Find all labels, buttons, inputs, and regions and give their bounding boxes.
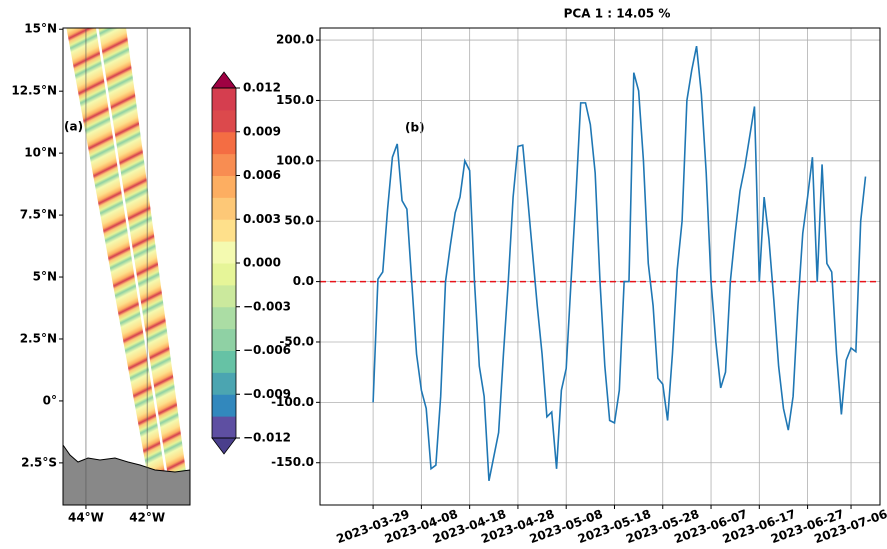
colorbar-level (212, 263, 236, 285)
y-tick-label: 15°N (24, 22, 57, 36)
y-tick-label: 150.0 (276, 93, 314, 107)
colorbar-tick-label: 0.006 (243, 168, 281, 182)
colorbar-level (212, 110, 236, 132)
colorbar-tick-label: 0.009 (243, 124, 281, 138)
colorbar-level (212, 197, 236, 219)
colorbar-tick-label: 0.003 (243, 212, 281, 226)
colorbar-level (212, 285, 236, 307)
map-label: (a) (64, 120, 83, 134)
swath (65, 20, 186, 472)
y-tick-label: 200.0 (276, 33, 314, 47)
y-tick-label: 0.0 (293, 274, 314, 288)
y-tick-label: 5°N (33, 270, 57, 284)
data-line (373, 46, 865, 481)
colorbar-level (212, 351, 236, 373)
figure: (a) PCA 1 : 14.05 % (b) 15°N12.5°N10°N7.… (0, 0, 887, 549)
colorbar-level (212, 88, 236, 110)
y-tick-label: 0° (43, 393, 57, 407)
y-tick-label: 12.5°N (11, 84, 57, 98)
y-tick-label: -150.0 (271, 455, 314, 469)
y-tick-label: -100.0 (271, 395, 314, 409)
colorbar-level (212, 394, 236, 416)
colorbar-level (212, 132, 236, 154)
colorbar-extend-low (212, 438, 236, 454)
y-tick-label: 7.5°N (20, 208, 57, 222)
colorbar-level (212, 241, 236, 263)
y-tick-label: 10°N (24, 146, 57, 160)
y-tick-label: 2.5°S (21, 455, 57, 469)
colorbar-level (212, 176, 236, 198)
colorbar-level (212, 329, 236, 351)
colorbar-level (212, 416, 236, 438)
colorbar-level (212, 307, 236, 329)
colorbar-extend-high (212, 72, 236, 88)
colorbar-tick-label: 0.000 (243, 256, 281, 270)
y-tick-label: 2.5°N (20, 331, 57, 345)
colorbar-level (212, 219, 236, 241)
colorbar-level (212, 154, 236, 176)
chart-title: PCA 1 : 14.05 % (564, 7, 671, 21)
colorbar-level (212, 372, 236, 394)
y-tick-label: 50.0 (284, 214, 314, 228)
y-tick-label: -50.0 (279, 334, 314, 348)
map-area (63, 20, 190, 505)
colorbar-tick-label: −0.003 (243, 299, 291, 313)
y-tick-label: 100.0 (276, 153, 314, 167)
x-tick-label: 44°W (68, 511, 104, 525)
x-tick-label: 42°W (129, 511, 165, 525)
colorbar-tick-label: −0.012 (243, 431, 291, 445)
